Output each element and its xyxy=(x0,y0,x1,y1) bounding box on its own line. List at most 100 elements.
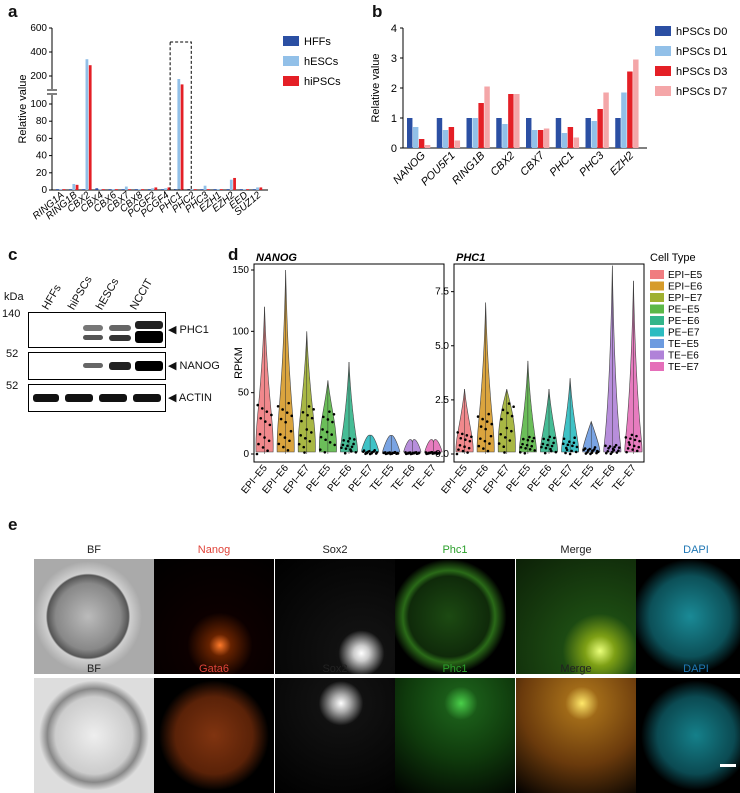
violin-point xyxy=(459,436,463,440)
micro-image xyxy=(275,678,395,793)
y-tick-label: 0 xyxy=(243,449,249,460)
micro-image xyxy=(395,559,515,674)
bar xyxy=(259,187,263,190)
bar xyxy=(121,189,125,190)
violin-point xyxy=(408,451,412,454)
violin-title: NANOG xyxy=(256,252,297,264)
violin-point xyxy=(259,416,263,420)
violin-point xyxy=(565,448,569,452)
violin-point xyxy=(573,436,576,440)
bar xyxy=(508,94,514,148)
bar xyxy=(203,185,207,190)
violin-point xyxy=(258,432,262,436)
violin-point xyxy=(510,414,514,418)
legend-swatch xyxy=(650,339,664,348)
violin-point xyxy=(609,452,613,456)
lane-label: hESCs xyxy=(94,276,122,312)
marker-actin: 52 xyxy=(6,380,19,392)
bar xyxy=(252,189,256,190)
violin-point xyxy=(507,402,511,405)
violin-point xyxy=(477,444,481,448)
violin-point xyxy=(592,448,596,451)
violin-point xyxy=(541,442,545,446)
bar xyxy=(134,189,138,190)
violin-point xyxy=(489,434,493,438)
violin-point xyxy=(562,437,566,441)
bar xyxy=(59,189,63,190)
violin-point xyxy=(588,447,592,451)
bar xyxy=(436,118,443,148)
violin-point xyxy=(531,439,534,443)
violin-point xyxy=(404,451,407,454)
bar xyxy=(233,177,236,190)
violin-point xyxy=(328,441,332,444)
violin-point xyxy=(546,443,549,447)
bar xyxy=(154,187,158,190)
violin-point xyxy=(406,452,410,455)
bar xyxy=(424,145,431,148)
violin-point xyxy=(542,437,545,441)
violin-point xyxy=(544,446,548,450)
bar xyxy=(220,189,223,190)
violin-point xyxy=(352,442,355,446)
violin-point xyxy=(344,447,348,450)
violin-point xyxy=(257,442,260,446)
violin-point xyxy=(303,436,307,440)
violin-point xyxy=(540,445,543,449)
violin-point xyxy=(637,445,641,449)
violin-point xyxy=(392,451,396,455)
bar xyxy=(72,183,76,190)
micro-channel-label: Phc1 xyxy=(442,544,468,556)
violin-point xyxy=(270,413,273,417)
violin-point xyxy=(503,451,506,454)
violin-point xyxy=(310,431,313,434)
micro-image xyxy=(34,559,154,674)
chart-d-violin: NANOG050100150EPI−E5EPI−E6EPI−E7PE−E5PE−… xyxy=(232,252,702,496)
bar xyxy=(627,71,633,148)
violin-point xyxy=(289,429,293,433)
panel-letter-a: a xyxy=(8,2,18,21)
violin-point xyxy=(533,449,537,452)
bar xyxy=(573,137,580,148)
violin-point xyxy=(572,441,576,445)
y-tick-label: 600 xyxy=(30,23,47,34)
micro-channel-label: Sox2 xyxy=(322,663,348,675)
violin-point xyxy=(463,445,466,449)
violin-point xyxy=(467,446,471,450)
lane-label: hiPSCs xyxy=(66,274,95,312)
legend-label: hPSCs D0 xyxy=(676,26,727,38)
legend-label: hESCs xyxy=(304,56,339,68)
bar xyxy=(167,187,171,190)
violin-point xyxy=(396,452,400,455)
legend-label: hPSCs D3 xyxy=(676,66,727,78)
violin-point xyxy=(570,449,573,453)
y-tick-label: 150 xyxy=(232,265,249,276)
violin-point xyxy=(321,428,324,431)
violin-point xyxy=(608,445,612,448)
violin-point xyxy=(548,435,552,439)
violin-point xyxy=(490,422,494,426)
micro-channel-label: DAPI xyxy=(683,544,709,556)
y-tick-label: 2.5 xyxy=(435,395,449,406)
micro-channel-label: BF xyxy=(86,544,102,556)
violin-point xyxy=(488,442,491,445)
bar xyxy=(85,59,89,191)
violin-point xyxy=(575,445,579,449)
micro-channel-label: Nanog xyxy=(197,544,231,556)
micro-image xyxy=(154,678,274,793)
violin-point xyxy=(625,450,628,454)
violin-point xyxy=(635,434,638,438)
violin-point xyxy=(635,449,639,453)
y-tick-label: 4 xyxy=(391,23,397,35)
violin-point xyxy=(486,449,490,453)
violin-point xyxy=(346,444,349,448)
violin-point xyxy=(282,445,285,449)
bar xyxy=(174,189,177,190)
legend-swatch xyxy=(655,86,671,96)
bar xyxy=(82,189,86,190)
violin-point xyxy=(263,436,266,439)
legend-label: HFFs xyxy=(304,36,331,48)
violin-point xyxy=(590,451,594,454)
